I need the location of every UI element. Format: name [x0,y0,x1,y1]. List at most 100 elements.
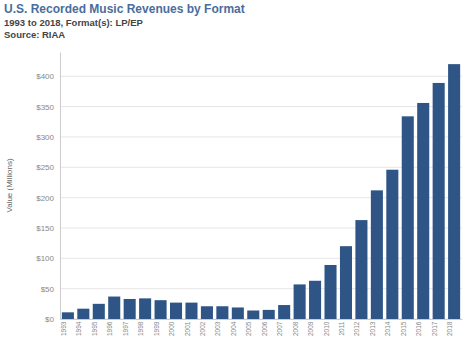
y-axis-title: Value (Millions) [5,158,14,212]
grid-line [60,258,462,259]
x-tick-label: 2010 [323,321,330,336]
x-tick: 2003 [214,319,222,336]
y-tick-label: $0 [45,315,54,324]
bar [371,190,383,319]
y-tick-label: $250 [36,163,54,172]
bar [247,311,259,319]
bar [263,310,275,319]
plot: $0$50$100$150$200$250$300$350$4001993199… [36,53,462,337]
x-tick-label: 2002 [199,321,206,336]
y-tick-label: $50 [41,285,55,294]
bars [62,64,460,319]
x-tick-label: 1993 [60,321,67,336]
x-tick-label: 1994 [75,321,82,336]
bar [340,246,352,319]
x-tick-label: 2005 [245,321,252,336]
y-tick: $100 [36,254,60,263]
grid-line [60,167,462,168]
y-tick-label: $150 [36,224,54,233]
x-tick: 1994 [75,319,83,336]
x-tick-label: 2008 [292,321,299,336]
x-tick: 2015 [400,319,408,336]
x-tick-label: 2006 [261,321,268,336]
bar [139,298,151,319]
y-tick-label: $350 [36,103,54,112]
x-tick: 2014 [384,319,392,336]
x-tick: 1999 [153,319,161,336]
grid-line [60,136,462,137]
grid-line [60,288,462,289]
x-tick-label: 2003 [214,321,221,336]
y-tick-label: $100 [36,254,54,263]
x-tick: 2002 [199,319,207,336]
bar [386,170,398,319]
y-tick: $200 [36,194,60,203]
x-tick: 2008 [292,319,300,336]
x-tick-label: 1997 [122,321,129,336]
y-tick: $400 [36,72,60,81]
x-tick: 2006 [261,319,269,336]
y-tick: $0 [45,315,60,324]
y-tick-label: $300 [36,133,54,142]
bar [232,307,244,319]
x-tick-label: 2017 [431,321,438,336]
x-tick: 1996 [106,319,114,336]
x-tick: 2010 [323,319,331,336]
y-tick: $150 [36,224,60,233]
x-tick: 2005 [245,319,253,336]
x-tick: 2011 [338,319,346,336]
x-axis: 1993 1994 1995 1996 1997 1998 1999 2000 2001 2002… [60,319,463,336]
grid-line [60,227,462,228]
bar [108,297,120,319]
grid-line [60,76,462,77]
bar [294,284,306,319]
x-tick: 1995 [91,319,99,336]
bar [201,306,213,319]
x-tick-label: 2016 [415,321,422,336]
source: Source: RIAA [4,29,65,40]
x-tick: 2016 [415,319,423,336]
x-tick-label: 2009 [307,321,314,336]
bar [170,303,182,319]
bar [155,300,167,319]
bar [309,281,321,319]
x-tick-label: 2014 [384,321,391,336]
y-tick: $50 [41,285,60,294]
x-tick: 2001 [184,319,192,336]
subtitle: 1993 to 2018, Format(s): LP/EP [4,17,144,28]
grid-line [60,106,462,107]
x-tick-label: 2007 [276,321,283,336]
chart: U.S. Recorded Music Revenues by Format19… [0,0,468,351]
y-tick-label: $200 [36,194,54,203]
grid-line [60,319,462,320]
x-tick-label: 2015 [400,321,407,336]
grid-line [60,197,462,198]
bar [185,303,197,319]
x-tick: 2018 [446,319,454,336]
bar [448,64,460,319]
bar [62,312,74,319]
bar [124,299,136,319]
x-tick: 2012 [353,319,361,336]
x-tick-label: 2001 [184,321,191,336]
bar [433,83,445,319]
x-tick-label: 2013 [369,321,376,336]
x-tick-label: 1996 [106,321,113,336]
bar [77,309,89,319]
x-tick: 1997 [122,319,130,336]
x-tick: 2007 [276,319,284,336]
y-tick-label: $400 [36,72,54,81]
bar [355,220,367,319]
x-tick-label: 2004 [230,321,237,336]
bar [402,116,414,319]
x-tick: 1993 [60,319,68,336]
y-tick: $300 [36,133,60,142]
y-axis: $0 $50 $100 $150 $200 $250 $300 $350 $400 [36,53,60,325]
bar [216,306,228,319]
bar [417,103,429,319]
title: U.S. Recorded Music Revenues by Format [4,2,245,16]
x-tick-label: 1999 [153,321,160,336]
x-tick: 1998 [137,319,145,336]
x-tick: 2000 [168,319,176,336]
x-tick-label: 1998 [137,321,144,336]
